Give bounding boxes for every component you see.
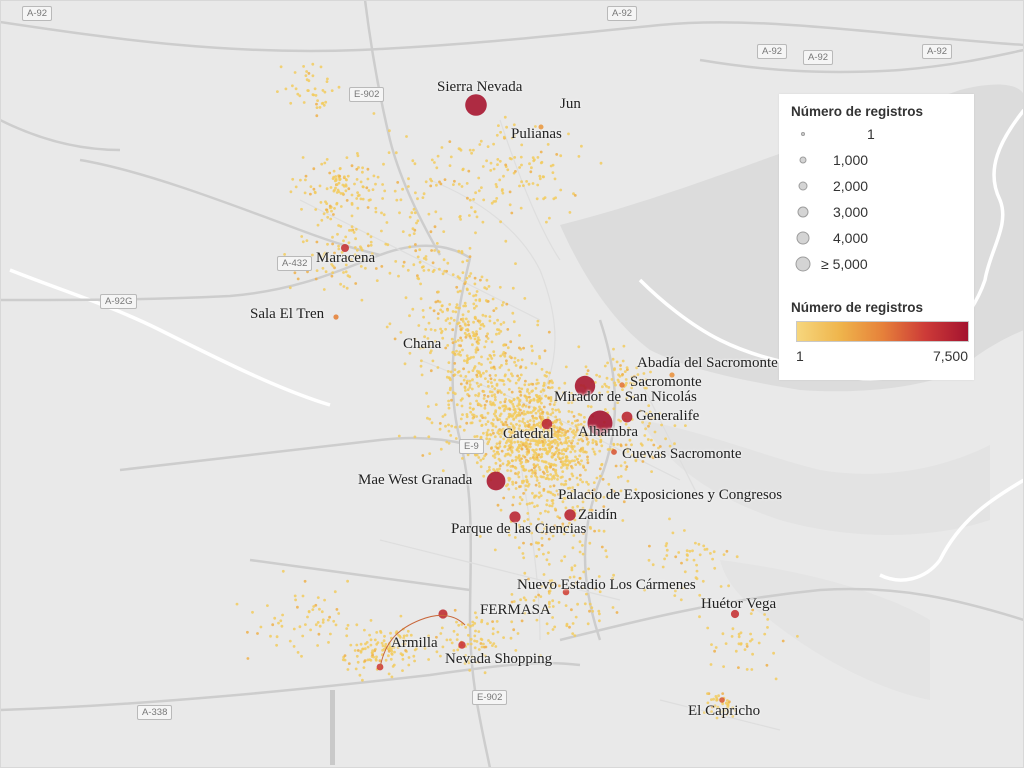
road-shield-e902: E-902	[349, 87, 385, 102]
road-shield-a92: A-92	[607, 6, 638, 21]
hub-marker-sierra-nevada[interactable]	[465, 94, 487, 116]
road-shield-a92: A-92	[803, 50, 834, 65]
size-legend-label: 3,000	[833, 204, 869, 220]
road-shield-a92: A-92	[757, 44, 788, 59]
place-label-nuevo-estadio-los-carmenes[interactable]: Nuevo Estadio Los Cármenes	[517, 577, 696, 593]
hub-marker-generalife[interactable]	[621, 411, 633, 423]
size-legend-circle	[799, 156, 807, 164]
hub-marker-nevada-shopping[interactable]	[458, 641, 466, 649]
place-label-abadia-del-sacromonte[interactable]: Abadía del Sacromonte	[637, 355, 778, 371]
hub-marker-maracena[interactable]	[341, 244, 349, 252]
road-shield-a92g: A-92G	[100, 294, 138, 309]
map-legend: Número de registros 1 1,000 2,000 3,000 …	[779, 94, 974, 380]
size-legend-row: 1,000	[793, 149, 963, 171]
hub-marker-nuevo-estadio-los-c-rmenes[interactable]	[562, 588, 570, 596]
hub-marker-el-capricho[interactable]	[719, 697, 725, 703]
place-label-parque-de-las-ciencias[interactable]: Parque de las Ciencias	[451, 521, 587, 537]
place-label-alhambra[interactable]: Alhambra	[578, 424, 638, 440]
hub-marker-cuevas-sacromonte[interactable]	[611, 449, 617, 455]
registro-dots-layer	[235, 62, 799, 720]
hub-marker-alhambra[interactable]	[587, 410, 613, 436]
place-label-mae-west-granada[interactable]: Mae West Granada	[358, 472, 473, 488]
size-legend-title: Número de registros	[791, 104, 924, 119]
road-shield-e902: E-902	[472, 690, 508, 705]
size-legend-row: 4,000	[793, 227, 963, 249]
place-label-zaidin[interactable]: Zaidín	[578, 507, 618, 523]
size-legend-row: ≥ 5,000	[793, 253, 963, 275]
place-label-pulianas[interactable]: Pulianas	[511, 126, 562, 142]
road-shield-a338: A-338	[137, 705, 173, 720]
size-legend-label: 1,000	[833, 152, 869, 168]
place-label-sierra-nevada[interactable]: Sierra Nevada	[437, 79, 523, 95]
place-label-huetor-vega[interactable]: Huétor Vega	[701, 596, 777, 612]
road-shield-a92: A-92	[22, 6, 53, 21]
hub-marker-mirador-de-san-nicol-s[interactable]	[574, 375, 596, 397]
place-label-palacio-de-exposiciones[interactable]: Palacio de Exposiciones y Congresos	[558, 487, 783, 503]
hub-markers-layer	[333, 94, 740, 703]
size-legend-label: 4,000	[833, 230, 869, 246]
hub-marker-jun[interactable]	[538, 124, 544, 130]
hub-marker-catedral[interactable]	[541, 418, 553, 430]
size-legend-circle	[798, 181, 808, 191]
size-legend-circle	[797, 206, 809, 218]
hub-marker-fermasa[interactable]	[438, 609, 448, 619]
color-legend-max: 7,500	[932, 348, 968, 364]
color-legend-title: Número de registros	[791, 300, 924, 315]
place-label-sala-el-tren[interactable]: Sala El Tren	[250, 306, 325, 322]
place-label-chana[interactable]: Chana	[403, 336, 442, 352]
hub-marker-abad-a-del-sacromonte[interactable]	[669, 372, 675, 378]
size-legend-row: 3,000	[793, 201, 963, 223]
size-legend-circle	[795, 256, 811, 272]
place-label-cuevas-sacromonte[interactable]: Cuevas Sacromonte	[622, 446, 742, 462]
place-label-el-capricho[interactable]: El Capricho	[688, 703, 761, 719]
place-label-fermasa[interactable]: FERMASA	[480, 602, 551, 618]
size-legend-label: 1	[867, 126, 875, 142]
hub-marker-hu-tor-vega[interactable]	[730, 609, 740, 619]
place-label-nevada-shopping[interactable]: Nevada Shopping	[445, 651, 553, 667]
place-label-sacromonte[interactable]: Sacromonte	[630, 374, 702, 390]
size-legend-row: 1	[793, 123, 963, 145]
hub-marker-zaid-n[interactable]	[564, 509, 576, 521]
color-legend-min: 1	[796, 348, 804, 364]
place-label-generalife[interactable]: Generalife	[636, 408, 700, 424]
size-legend-row: 2,000	[793, 175, 963, 197]
size-legend-circle	[796, 231, 810, 245]
size-legend-circle	[801, 132, 805, 136]
road-shield-a92: A-92	[922, 44, 953, 59]
hub-marker-parque-de-las-ciencias[interactable]	[509, 511, 521, 523]
leader-lines	[379, 614, 466, 669]
road-shield-e9: E-9	[459, 439, 484, 454]
place-label-jun[interactable]: Jun	[560, 96, 581, 112]
hub-marker-sala-el-tren[interactable]	[333, 314, 339, 320]
place-label-maracena[interactable]: Maracena	[316, 250, 376, 266]
size-legend-label: 2,000	[833, 178, 869, 194]
place-label-armilla[interactable]: Armilla	[391, 635, 438, 651]
place-label-mirador-de-san-nicolas[interactable]: Mirador de San Nicolás	[554, 389, 697, 405]
airstrip	[330, 690, 335, 765]
hub-marker-sacromonte[interactable]	[619, 382, 625, 388]
road-shield-a432: A-432	[277, 256, 313, 271]
hub-marker-mae-west-granada[interactable]	[486, 471, 506, 491]
size-legend-label: ≥ 5,000	[821, 256, 868, 272]
color-legend-gradient	[796, 321, 969, 342]
place-label-catedral[interactable]: Catedral	[503, 426, 554, 442]
